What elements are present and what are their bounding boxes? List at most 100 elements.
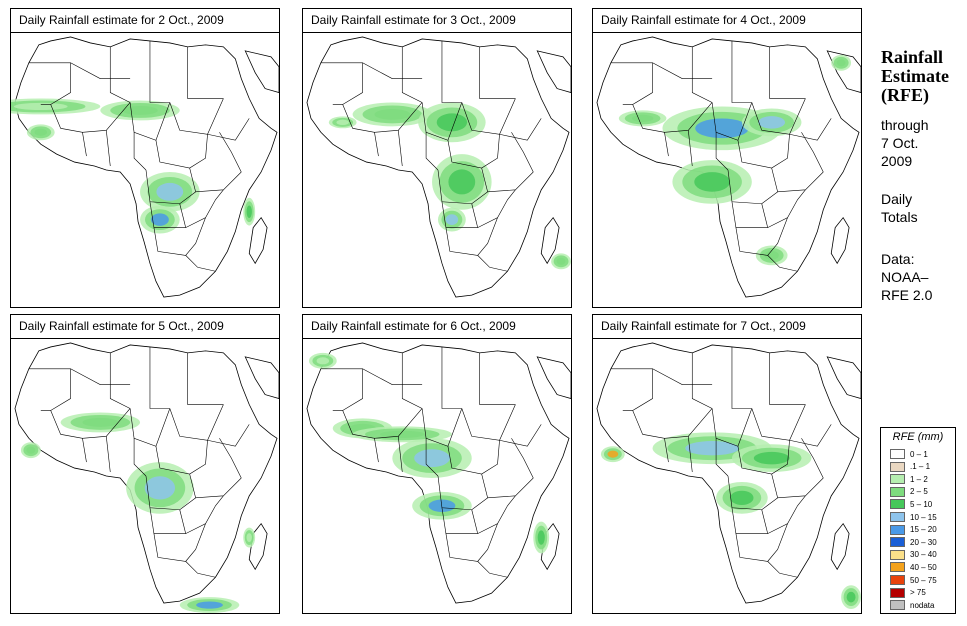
through-date: through 7 Oct. 2009: [881, 116, 961, 170]
legend-swatch: [890, 587, 905, 598]
legend-label: 1 – 2: [910, 474, 928, 484]
legend-label: .1 – 1: [910, 462, 931, 472]
legend-item: nodata: [890, 599, 934, 611]
rain-patch: [336, 119, 349, 126]
panel-title: Daily Rainfall estimate for 7 Oct., 2009: [593, 315, 861, 339]
rain-patch: [34, 128, 48, 136]
madagascar-outline: [830, 522, 850, 571]
legend-label: > 75: [910, 588, 926, 598]
daily-totals: Daily Totals: [881, 190, 961, 226]
rain-patch: [537, 530, 545, 545]
legend-item: 15 – 20: [890, 524, 937, 536]
legend-item: .1 – 1: [890, 461, 930, 473]
legend-label: 0 – 1: [910, 449, 928, 459]
africa-map-svg: [303, 339, 571, 613]
rainfall-overlay: [600, 432, 861, 610]
source-line: Data:: [881, 251, 915, 267]
rain-patch: [82, 417, 119, 427]
legend-item: 1 – 2: [890, 473, 928, 485]
madagascar-outline: [540, 216, 560, 265]
side-heading: Rainfall Estimate (RFE): [881, 48, 961, 105]
madagascar-outline: [248, 216, 268, 265]
africa-map-svg: [593, 339, 861, 613]
madagascar-outline: [830, 216, 850, 265]
rain-patch: [156, 182, 184, 201]
rain-patch: [316, 357, 330, 365]
rain-patch: [246, 205, 252, 218]
legend-label: nodata: [910, 600, 935, 610]
africa-coastline: [596, 342, 860, 604]
legend-item: 30 – 40: [890, 549, 937, 561]
rain-patch: [758, 116, 786, 129]
rain-patch: [196, 601, 223, 609]
rain-patch: [764, 250, 779, 260]
africa-map-svg: [11, 339, 279, 613]
daily-line: Daily: [881, 191, 913, 207]
africa-map-svg: [593, 33, 861, 307]
panel-title: Daily Rainfall estimate for 2 Oct., 2009: [11, 9, 279, 33]
legend-swatch: [890, 474, 905, 485]
rainfall-overlay: [328, 102, 571, 270]
rain-patch: [556, 257, 566, 265]
rain-patch: [414, 449, 450, 468]
through-line: 7 Oct.: [881, 135, 919, 151]
legend-swatch: [890, 562, 905, 573]
rain-patch: [379, 430, 425, 438]
heading-line: (RFE): [881, 85, 929, 105]
data-source: Data: NOAA– RFE 2.0: [881, 250, 961, 304]
arabia-outline: [826, 356, 861, 399]
rain-patch: [685, 441, 739, 456]
rain-patch: [445, 214, 459, 225]
panel-title: Daily Rainfall estimate for 4 Oct., 2009: [593, 9, 861, 33]
legend-label: 30 – 40: [910, 550, 937, 560]
map-area: [11, 339, 279, 613]
arabia-outline: [536, 50, 571, 93]
africa-map-svg: [11, 33, 279, 307]
rain-patch: [144, 476, 176, 500]
legend-swatch: [890, 449, 905, 459]
legend-label: 15 – 20: [910, 525, 937, 535]
map-area: [303, 33, 571, 307]
arabia-outline: [244, 50, 279, 93]
map-panel-oct-7: Daily Rainfall estimate for 7 Oct., 2009: [592, 314, 862, 614]
legend-swatch: [890, 486, 905, 497]
rain-patch: [753, 451, 790, 465]
rain-patch: [13, 102, 68, 111]
legend-item: 0 – 1: [890, 448, 928, 460]
legend-label: 2 – 5: [910, 487, 928, 497]
legend-swatch: [890, 499, 905, 510]
legend-item: 5 – 10: [890, 498, 932, 510]
rain-patch: [836, 59, 846, 67]
rain-patch: [448, 169, 476, 195]
legend-item: 50 – 75: [890, 574, 937, 586]
map-area: [11, 33, 279, 307]
legend-swatch: [890, 512, 905, 522]
panel-title: Daily Rainfall estimate for 3 Oct., 2009: [303, 9, 571, 33]
legend-item: 20 – 30: [890, 536, 937, 548]
source-line: NOAA–: [881, 269, 929, 285]
legend-title: RFE (mm): [892, 431, 944, 443]
rfe-legend: RFE (mm) 0 – 1 .1 – 1 1 – 2 2 – 5 5 – 10 10 –…: [880, 427, 956, 614]
map-panel-oct-3: Daily Rainfall estimate for 3 Oct., 2009: [302, 8, 572, 308]
legend-label: 10 – 15: [910, 512, 937, 522]
rainfall-overlay: [618, 54, 852, 266]
legend-swatch: [890, 575, 905, 585]
rainfall-overlay: [20, 412, 256, 613]
panel-title: Daily Rainfall estimate for 6 Oct., 2009: [303, 315, 571, 339]
legend-label: 40 – 50: [910, 562, 937, 572]
legend-item: 10 – 15: [890, 511, 937, 523]
through-line: 2009: [881, 153, 913, 169]
rain-patch: [695, 118, 749, 139]
source-line: RFE 2.0: [881, 287, 933, 303]
rain-patch: [694, 172, 730, 192]
legend-swatch: [890, 524, 905, 535]
map-panel-oct-2: Daily Rainfall estimate for 2 Oct., 2009: [10, 8, 280, 308]
legend-label: 50 – 75: [910, 575, 937, 585]
legend-swatch: [890, 600, 905, 611]
rain-patch: [846, 591, 856, 603]
map-area: [303, 339, 571, 613]
rainfall-overlay: [11, 98, 256, 234]
heading-line: Rainfall: [881, 47, 944, 67]
rain-patch: [374, 109, 411, 120]
rain-patch: [631, 114, 654, 122]
